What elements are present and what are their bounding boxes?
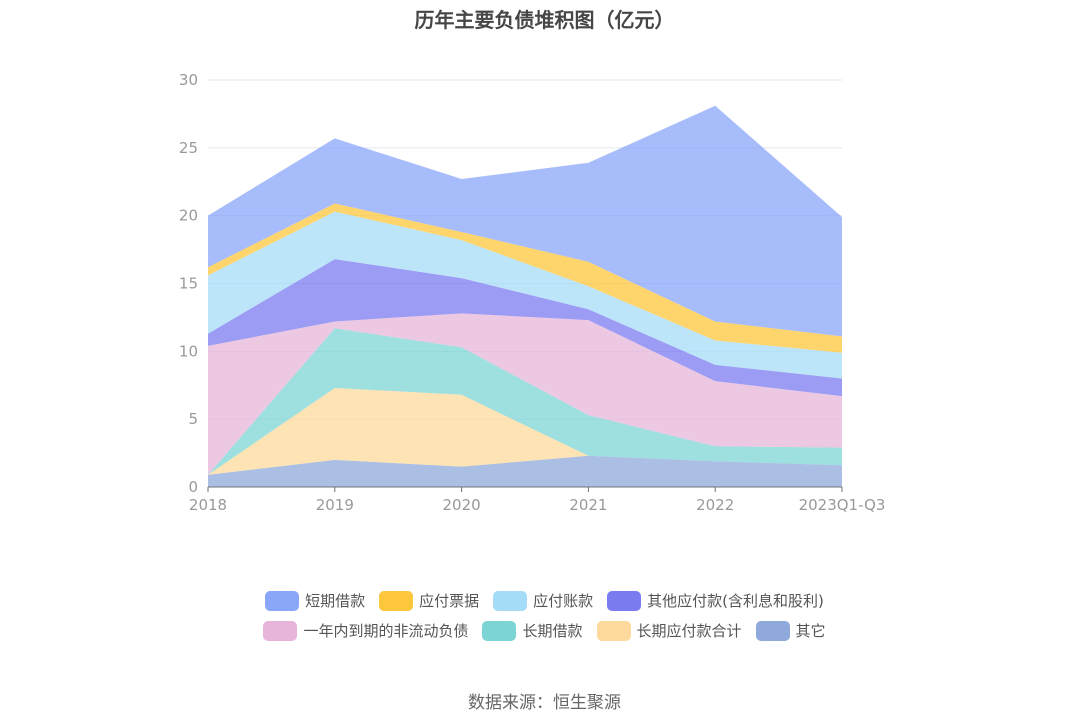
legend-row: 一年内到期的非流动负债 长期借款 长期应付款合计 其它 [0,620,1089,641]
legend-item[interactable]: 应付票据 [379,590,479,611]
x-tick-label: 2022 [696,496,734,514]
area-series [208,203,842,353]
area-series [208,313,842,475]
legend-label: 长期应付款合计 [636,622,742,640]
y-tick-label: 0 [188,478,198,496]
x-tick-label: 2020 [443,496,481,514]
legend-label: 一年内到期的非流动负债 [303,622,469,640]
x-tick-label: 2021 [569,496,607,514]
area-series [208,211,842,379]
legend-label: 其他应付款(含利息和股利) [647,592,824,610]
chart-title: 历年主要负债堆积图（亿元） [414,8,675,32]
y-tick-label: 5 [188,410,198,428]
legend-label: 短期借款 [305,592,366,610]
area-series [208,455,842,487]
stacked-area-chart: 0 5 10 15 20 25 30 2018 2019 2020 2021 2022 2023Q1-Q… [179,71,886,514]
legend-label: 其它 [795,622,826,640]
legend-swatch [493,590,528,611]
source-note: 数据来源：恒生聚源 [468,693,621,713]
y-tick-label: 25 [179,139,198,157]
legend-swatch [607,590,642,611]
legend-item[interactable]: 其它 [755,620,826,641]
legend-item[interactable]: 短期借款 [265,590,365,611]
legend-swatch [596,620,631,641]
x-tick-label: 2018 [189,496,227,514]
legend-swatch [482,620,517,641]
legend-item[interactable]: 长期借款 [482,620,583,641]
legend-label: 长期借款 [522,622,583,640]
y-tick-label: 20 [179,207,198,225]
legend-item[interactable]: 一年内到期的非流动负债 [263,620,468,641]
area-series [208,259,842,397]
legend-item[interactable]: 其他应付款(含利息和股利) [607,590,824,611]
area-series [208,328,842,475]
y-tick-label: 10 [179,342,198,360]
area-series [208,387,842,475]
area-series [208,105,842,337]
x-tick-label: 2023Q1-Q3 [799,496,886,514]
legend-row: 短期借款 应付票据 应付账款 其他应付款(含利息和股利) [0,590,1089,611]
x-tick-label: 2019 [316,496,354,514]
legend-item[interactable]: 应付账款 [493,590,593,611]
legend-swatch [263,620,298,641]
y-tick-label: 15 [179,275,198,293]
legend-label: 应付账款 [533,592,594,610]
legend: 短期借款 应付票据 应付账款 其他应付款(含利息和股利) 一年内到期的非流动负债 长期借… [0,590,1089,650]
legend-swatch [265,590,300,611]
legend-swatch [755,620,790,641]
legend-swatch [379,590,414,611]
legend-item[interactable]: 长期应付款合计 [596,620,742,641]
y-tick-label: 30 [179,71,198,89]
legend-label: 应付票据 [419,592,480,610]
